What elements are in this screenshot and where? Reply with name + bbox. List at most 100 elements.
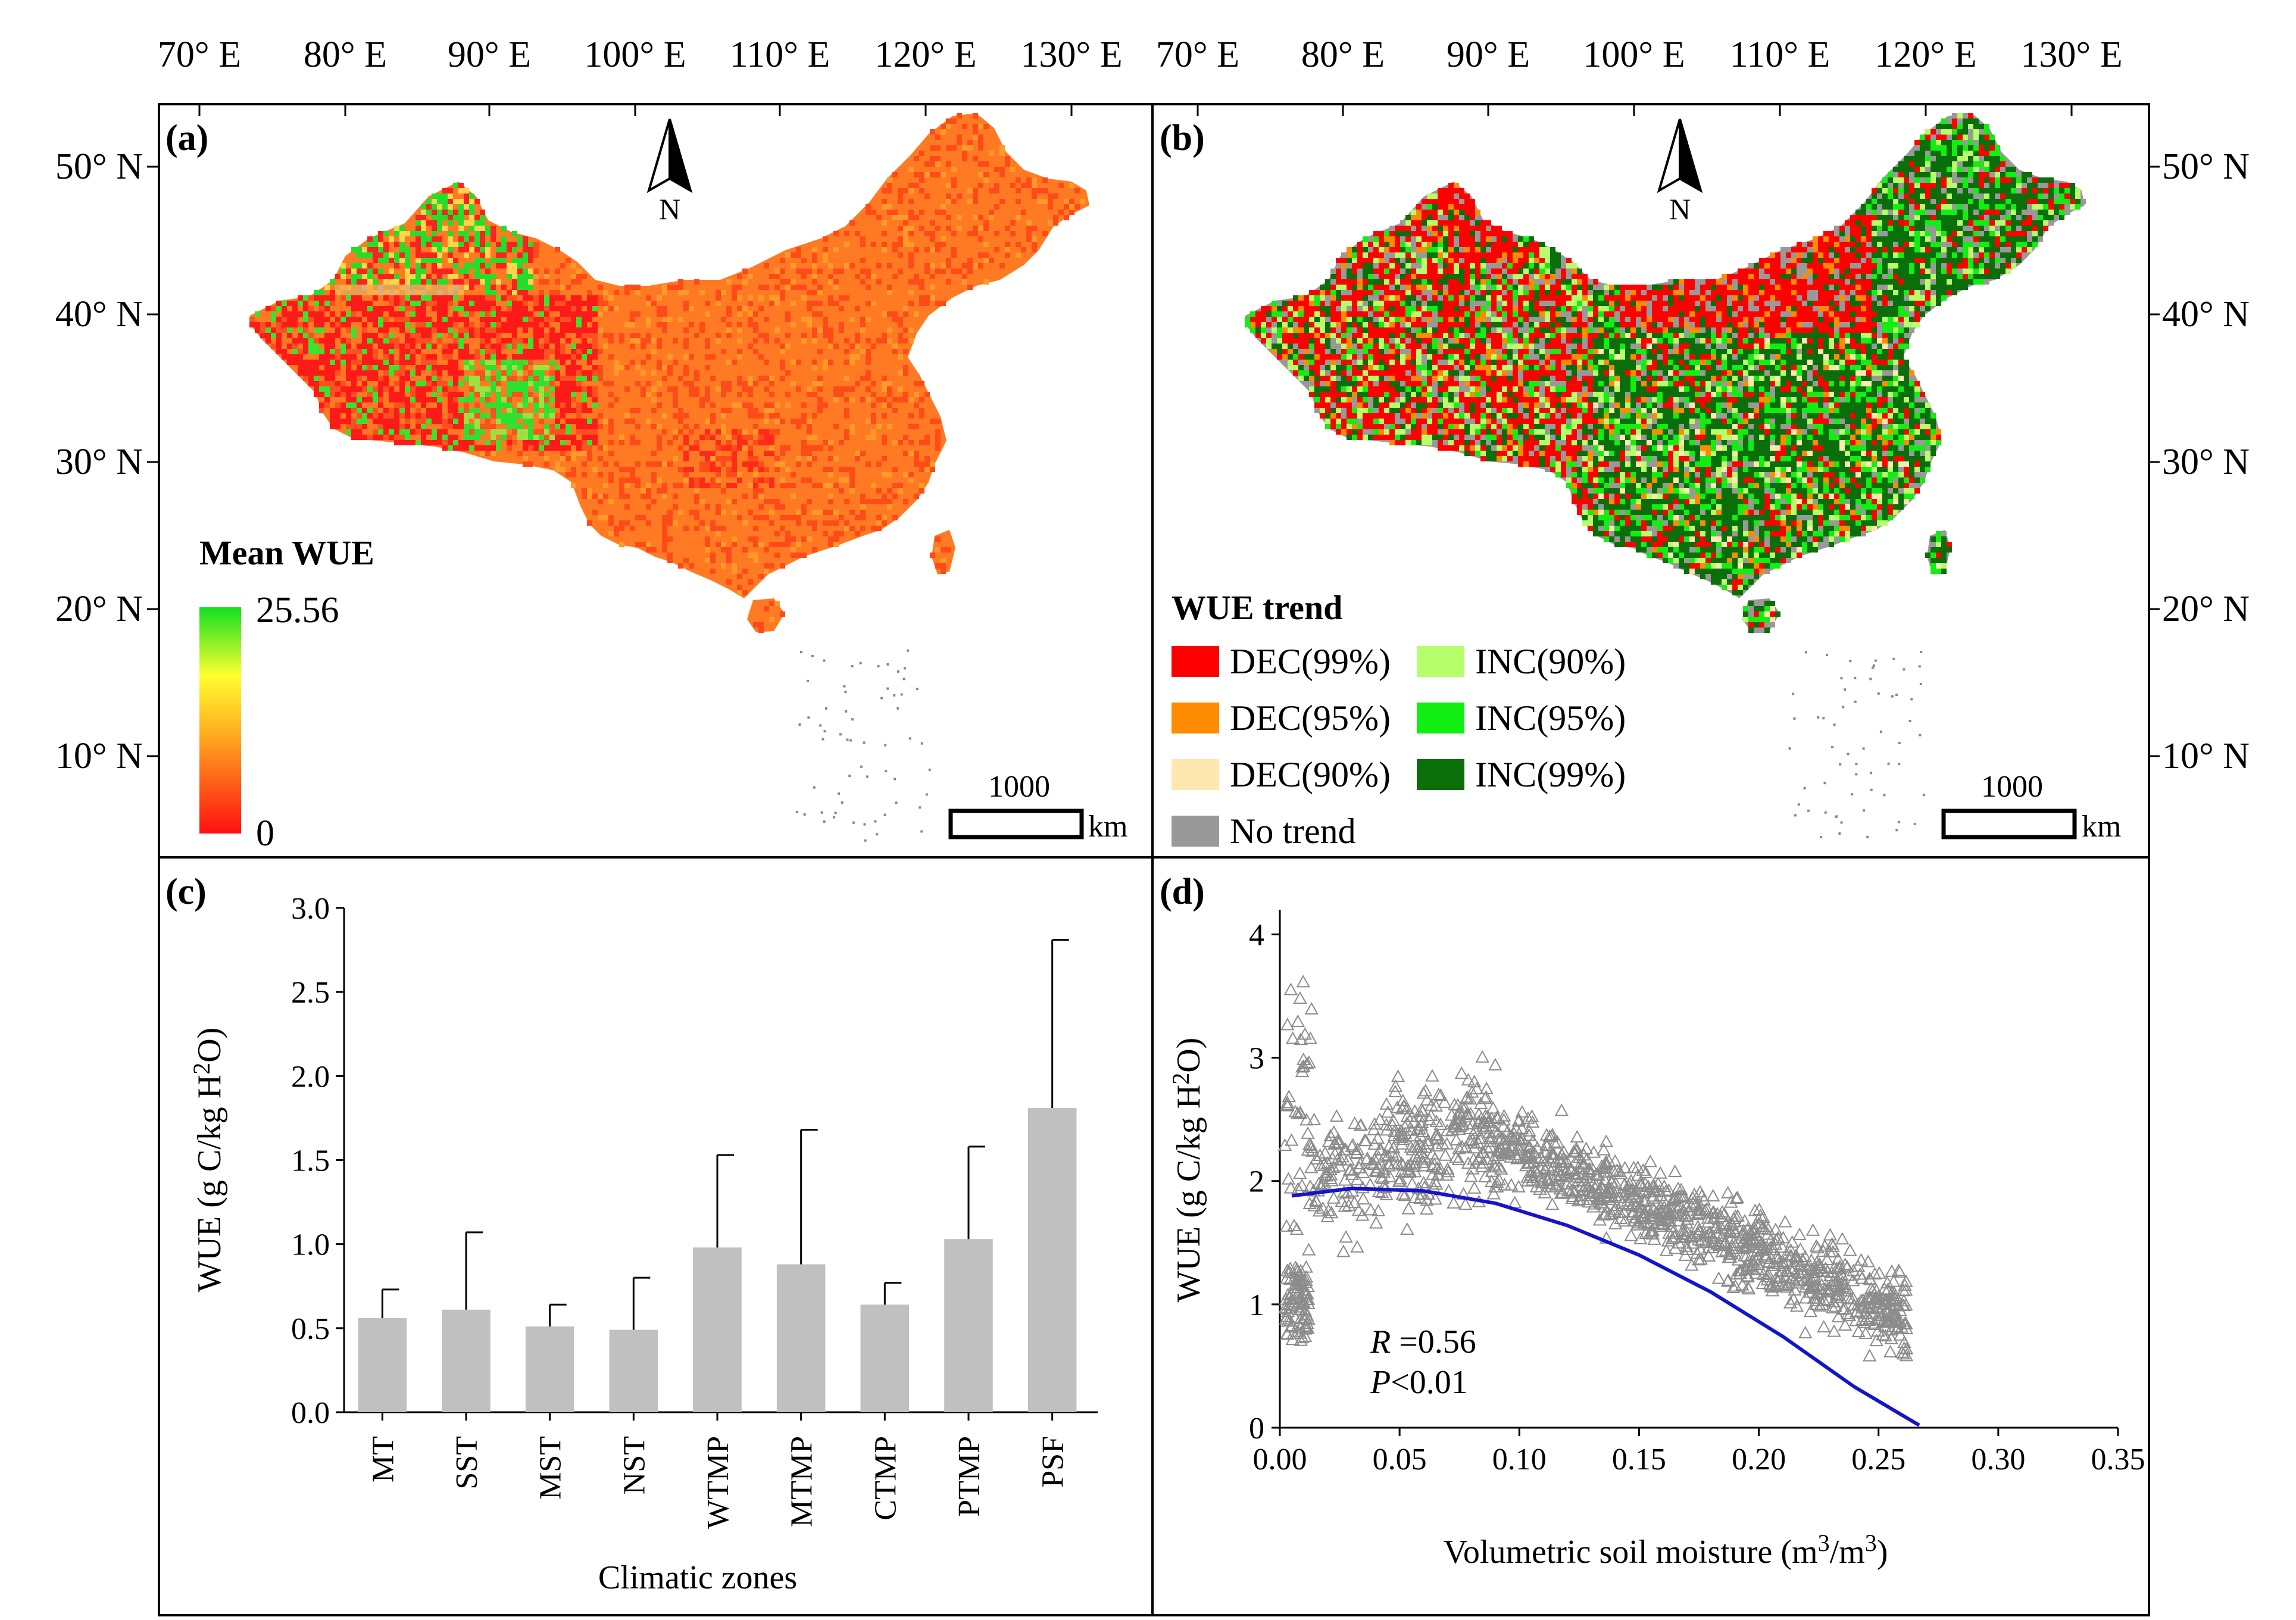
map-pixel — [399, 392, 405, 397]
map-pixel — [930, 220, 935, 226]
map-pixel — [1405, 263, 1411, 269]
map-pixel — [769, 435, 774, 440]
map-pixel — [967, 188, 973, 193]
map-pixel — [1898, 242, 1904, 247]
map-pixel — [866, 370, 871, 376]
island-dot — [860, 765, 863, 768]
map-pixel — [791, 252, 796, 258]
map-pixel — [378, 424, 383, 429]
map-a-mean-wue — [249, 113, 1089, 842]
map-pixel — [491, 327, 496, 333]
map-pixel — [367, 306, 373, 311]
map-pixel — [2064, 193, 2070, 199]
map-pixel — [426, 327, 432, 333]
map-pixel — [539, 429, 544, 435]
map-pixel — [560, 322, 566, 327]
map-pixel — [1888, 279, 1893, 285]
map-pixel — [1791, 285, 1797, 290]
map-pixel — [1341, 279, 1347, 285]
map-pixel — [1925, 236, 1930, 242]
map-pixel — [1432, 226, 1438, 231]
map-pixel — [635, 290, 641, 295]
map-pixel — [791, 483, 796, 488]
map-pixel — [1877, 188, 1882, 193]
map-pixel — [501, 236, 507, 242]
map-pixel — [1016, 242, 1021, 247]
map-pixel — [1861, 226, 1866, 231]
map-pixel — [1454, 204, 1459, 210]
map-pixel — [432, 242, 437, 247]
map-pixel — [898, 488, 903, 494]
map-pixel — [967, 199, 973, 204]
map-pixel — [421, 263, 426, 269]
map-pixel — [753, 349, 758, 354]
map-pixel — [630, 419, 635, 424]
map-pixel — [1454, 295, 1459, 301]
map-pixel — [882, 188, 887, 193]
map-pixel — [769, 295, 774, 301]
map-pixel — [1807, 290, 1813, 295]
map-pixel — [1866, 236, 1872, 242]
map-pixel — [1893, 220, 1898, 226]
map-pixel — [608, 402, 614, 408]
map-pixel — [1952, 258, 1957, 263]
map-pixel — [678, 419, 683, 424]
map-pixel — [1470, 199, 1475, 204]
map-pixel — [512, 424, 517, 429]
map-pixel — [335, 333, 341, 338]
map-pixel — [1850, 252, 1855, 258]
map-pixel — [421, 338, 426, 344]
map-pixel — [924, 269, 930, 274]
map-pixel — [555, 467, 560, 472]
map-pixel — [426, 419, 432, 424]
map-pixel — [1979, 274, 1984, 279]
map-pixel — [517, 311, 523, 317]
map-pixel — [780, 349, 785, 354]
map-pixel — [1914, 177, 1920, 183]
map-pixel — [2011, 204, 2016, 210]
map-pixel — [1475, 263, 1480, 269]
map-pixel — [1491, 236, 1497, 242]
map-pixel — [608, 451, 614, 456]
map-pixel — [871, 413, 876, 419]
map-pixel — [523, 236, 528, 242]
map-pixel — [1920, 151, 1925, 156]
map-pixel — [1904, 263, 1909, 269]
map-pixel — [662, 483, 667, 488]
map-pixel — [2000, 269, 2006, 274]
map-pixel — [732, 429, 737, 435]
map-pixel — [999, 167, 1005, 172]
map-pixel — [1416, 263, 1422, 269]
map-pixel — [796, 360, 801, 365]
map-pixel — [501, 252, 507, 258]
map-pixel — [1989, 167, 1995, 172]
map-pixel — [737, 295, 742, 301]
map-pixel — [592, 397, 598, 402]
map-pixel — [432, 360, 437, 365]
map-pixel — [501, 263, 507, 269]
map-pixel — [1925, 140, 1930, 145]
map-pixel — [673, 338, 678, 344]
map-pixel — [496, 419, 501, 424]
map-pixel — [1341, 258, 1347, 263]
map-pixel — [1598, 285, 1604, 290]
map-pixel — [544, 445, 549, 451]
map-pixel — [1888, 252, 1893, 258]
map-pixel — [2043, 199, 2048, 204]
map-pixel — [1502, 236, 1507, 242]
map-pixel — [1904, 167, 1909, 172]
map-pixel — [1952, 161, 1957, 167]
map-pixel — [608, 419, 614, 424]
map-pixel — [373, 333, 378, 338]
map-pixel — [742, 440, 748, 445]
map-pixel — [919, 151, 924, 156]
map-pixel — [1523, 247, 1529, 252]
map-pixel — [1968, 140, 1973, 145]
map-pixel — [512, 279, 517, 285]
map-pixel — [919, 188, 924, 193]
map-pixel — [1909, 210, 1914, 215]
map-pixel — [469, 322, 474, 327]
map-pixel — [1507, 274, 1513, 279]
map-pixel — [1818, 274, 1823, 279]
map-pixel — [480, 220, 485, 226]
